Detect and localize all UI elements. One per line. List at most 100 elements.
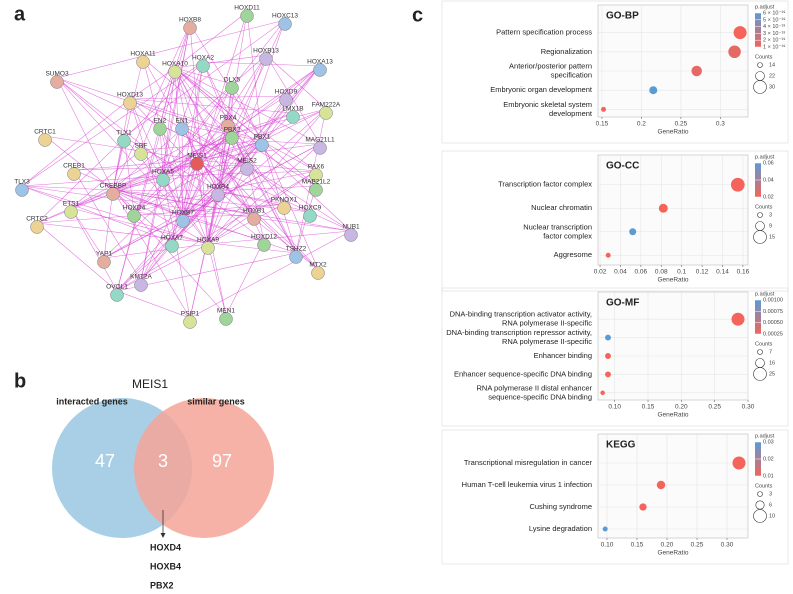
node-label: CREB1 (63, 163, 85, 170)
network-edge (171, 61, 204, 243)
node-label: HOXC9 (299, 205, 322, 212)
network-edge (174, 67, 227, 316)
x-tick-label: 0.16 (737, 269, 750, 276)
network-node (289, 250, 303, 264)
network-node (278, 17, 292, 31)
network-node (225, 131, 239, 145)
network-edge (56, 77, 265, 242)
network-node (117, 134, 131, 148)
network-edge (261, 108, 327, 142)
network-edge (56, 77, 233, 135)
network-edge (123, 136, 135, 213)
network-node (259, 52, 273, 66)
network-edge (207, 164, 248, 245)
network-node (319, 106, 333, 120)
node-label: NUB1 (342, 224, 360, 231)
network-edge (112, 189, 191, 319)
node-label: HOXD12 (251, 234, 277, 241)
venn-count: 47 (95, 451, 115, 471)
dot (656, 480, 666, 490)
colorbar-label: 0.02 (763, 456, 774, 462)
colorbar-label: 0.06 (763, 160, 774, 166)
category-label: Enhancer binding (534, 351, 592, 360)
node-label: SUMO3 (45, 71, 69, 78)
network-node (313, 63, 327, 77)
network-node (50, 75, 64, 89)
network-edge (181, 124, 184, 218)
network-node (309, 183, 323, 197)
network-edge (181, 124, 319, 270)
network-edge (70, 133, 233, 209)
node-label: YAP1 (96, 251, 113, 258)
network-edge (103, 189, 114, 259)
category-label: DNA-binding transcription repressor acti… (446, 328, 592, 346)
size-key (755, 500, 765, 510)
network-edge (182, 133, 233, 218)
network-edge (129, 98, 263, 142)
node-label: MEIS1 (187, 153, 207, 160)
network-edge (182, 11, 248, 218)
network-edge (112, 189, 352, 232)
size-label: 3 (769, 491, 772, 497)
size-key (753, 509, 767, 523)
chart-title: KEGG (606, 440, 636, 451)
network-edge (217, 54, 267, 192)
node-label: PKNOX1 (271, 197, 298, 204)
size-key (755, 358, 765, 368)
network-edge (103, 190, 219, 259)
node-label: OVOL1 (106, 284, 128, 291)
network-edge (129, 98, 184, 218)
colorbar-label: 0.00075 (763, 309, 783, 315)
panel-label: b (14, 370, 26, 392)
network-node (183, 21, 197, 35)
network-node (183, 315, 197, 329)
network-edge (129, 98, 173, 243)
network-edge (231, 108, 327, 135)
network-edge (129, 95, 287, 100)
legend-title: Counts (755, 54, 773, 60)
network-edge (123, 19, 286, 138)
network-node (176, 214, 190, 228)
node-label: HOXD9 (275, 89, 298, 96)
network-node (156, 173, 170, 187)
x-tick-label: 0.06 (635, 269, 648, 276)
dot (691, 65, 702, 77)
node-label: HOXB1 (243, 208, 265, 215)
network-node (344, 228, 358, 242)
category-label: Human T-cell leukemia virus 1 infection (462, 480, 592, 489)
x-tick-label: 0.15 (596, 121, 609, 128)
size-key (753, 367, 767, 381)
category-label: Cushing syndrome (529, 502, 592, 511)
network-node (110, 288, 124, 302)
dot (629, 228, 637, 236)
network-node (67, 167, 81, 181)
dot (732, 456, 746, 470)
category-label: Anterior/posterior pattern specification (509, 61, 592, 79)
size-label: 15 (769, 234, 775, 240)
network-edge (174, 67, 321, 145)
network-edge (44, 135, 114, 191)
network-edge (162, 140, 263, 177)
network-edge (207, 203, 285, 245)
size-label: 25 (769, 371, 775, 377)
plot-area (597, 291, 749, 401)
network-edge (133, 121, 229, 213)
category-label: RNA polymerase II distal enhancer sequenc… (477, 383, 593, 401)
network-edge (174, 54, 267, 69)
venn-count: 97 (212, 451, 232, 471)
colorbar-label: 1 × 10⁻¹⁹ (763, 43, 786, 50)
size-label: 30 (769, 84, 775, 90)
colorbar (755, 300, 761, 334)
dot (649, 86, 658, 95)
network-edge (295, 108, 327, 254)
node-label: HOXC13 (272, 13, 298, 20)
network-node (201, 241, 215, 255)
x-tick-label: 0.04 (614, 269, 627, 276)
network-edge (231, 133, 285, 205)
network-edge (231, 83, 263, 142)
network-edge (174, 67, 233, 85)
network-edge (129, 98, 294, 114)
network-node (168, 65, 182, 79)
size-label: 7 (769, 349, 772, 355)
network-node (190, 157, 204, 171)
